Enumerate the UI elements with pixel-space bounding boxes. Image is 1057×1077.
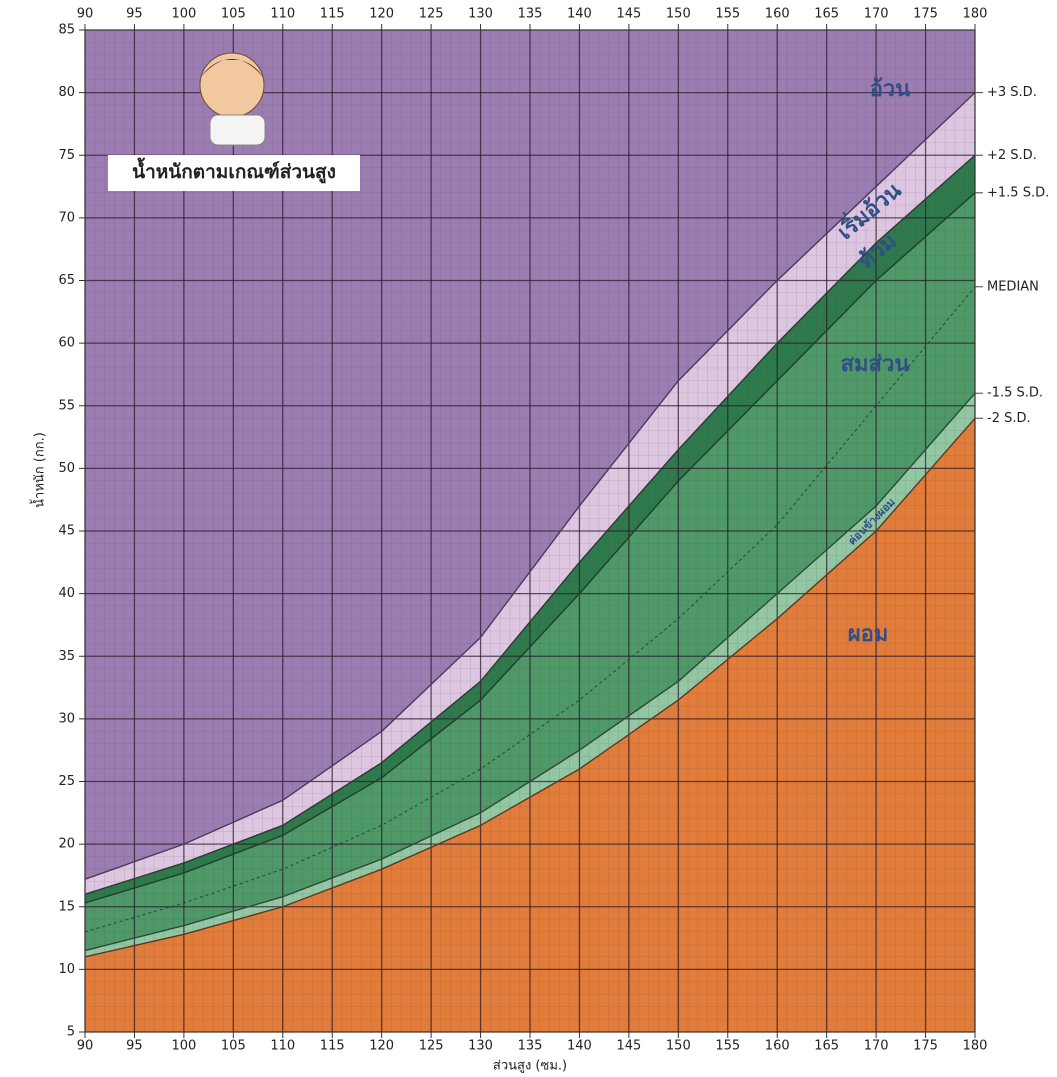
band-label: ผอม: [848, 621, 889, 647]
x-tick-label: 125: [419, 1039, 444, 1054]
y-tick-label: 55: [58, 398, 75, 413]
y-tick-label: 35: [58, 649, 75, 664]
y-tick-label: 40: [58, 586, 75, 601]
y-tick-label: 65: [58, 273, 75, 288]
y-axis-label: น้ำหนัก (กก.): [30, 432, 48, 508]
y-tick-label: 70: [58, 210, 75, 225]
band-label: อ้วน: [870, 76, 911, 102]
x-tick-label: 95: [126, 1039, 143, 1054]
sd-label: -1.5 S.D.: [987, 386, 1043, 401]
chart-title: น้ำหนักตามเกณฑ์ส่วนสูง: [132, 157, 336, 184]
sd-line: [84, 154, 976, 895]
x-tick-label: 115: [320, 1039, 345, 1054]
y-tick-label: 80: [58, 85, 75, 100]
x-tick-label: 90: [77, 1039, 94, 1054]
lines: [84, 92, 976, 958]
x-tick-label: 135: [518, 1039, 543, 1054]
sd-label: +2 S.D.: [987, 148, 1037, 163]
x-axis-label: ส่วนสูง (ซม.): [493, 1059, 567, 1074]
sd-label: +1.5 S.D.: [987, 185, 1049, 200]
y-tick-label: 45: [58, 524, 75, 539]
y-tick-label: 10: [58, 962, 75, 977]
y-tick-label: 60: [58, 336, 75, 351]
x-tick-label: 135: [518, 7, 543, 22]
sd-label: MEDIAN: [987, 279, 1039, 294]
x-tick-label: 105: [221, 7, 246, 22]
child-picture: [199, 52, 266, 146]
x-tick-label: 90: [77, 7, 94, 22]
x-tick-label: 110: [270, 7, 295, 22]
x-tick-label: 140: [567, 1039, 592, 1054]
x-tick-label: 130: [468, 1039, 493, 1054]
x-tick-label: 125: [419, 7, 444, 22]
sd-line: [84, 392, 976, 952]
x-tick-label: 95: [126, 7, 143, 22]
x-tick-label: 160: [765, 1039, 790, 1054]
x-tick-label: 100: [171, 1039, 196, 1054]
y-tick-label: 20: [58, 837, 75, 852]
x-tick-label: 145: [616, 7, 641, 22]
x-tick-label: 140: [567, 7, 592, 22]
y-tick-label: 85: [58, 23, 75, 38]
y-tick-label: 5: [67, 1025, 75, 1040]
x-tick-label: 150: [666, 1039, 691, 1054]
sd-label: +3 S.D.: [987, 85, 1037, 100]
x-tick-label: 120: [369, 7, 394, 22]
x-tick-label: 180: [963, 7, 988, 22]
x-tick-label: 105: [221, 1039, 246, 1054]
x-tick-label: 155: [715, 1039, 740, 1054]
x-tick-label: 130: [468, 7, 493, 22]
y-tick-label: 50: [58, 461, 75, 476]
y-tick-label: 15: [58, 899, 75, 914]
x-tick-label: 175: [913, 7, 938, 22]
x-tick-label: 155: [715, 7, 740, 22]
y-tick-label: 25: [58, 774, 75, 789]
x-tick-label: 165: [814, 1039, 839, 1054]
y-tick-label: 30: [58, 711, 75, 726]
x-tick-label: 115: [320, 7, 345, 22]
x-tick-label: 160: [765, 7, 790, 22]
x-tick-label: 145: [616, 1039, 641, 1054]
sd-line: [84, 92, 976, 880]
sd-line: [84, 192, 976, 904]
band-label: สมส่วน: [841, 351, 910, 377]
grid: 9090959510010010510511011011511512012012…: [58, 7, 987, 1054]
sd-line: [84, 417, 976, 958]
x-tick-label: 170: [864, 1039, 889, 1054]
plot-frame: [84, 29, 976, 1033]
x-tick-label: 180: [963, 1039, 988, 1054]
x-tick-label: 120: [369, 1039, 394, 1054]
x-tick-label: 150: [666, 7, 691, 22]
y-tick-label: 75: [58, 148, 75, 163]
x-tick-label: 100: [171, 7, 196, 22]
x-tick-label: 165: [814, 7, 839, 22]
x-tick-label: 170: [864, 7, 889, 22]
sd-label: -2 S.D.: [987, 411, 1031, 426]
x-tick-label: 110: [270, 1039, 295, 1054]
title-box: [108, 155, 360, 191]
x-tick-label: 175: [913, 1039, 938, 1054]
